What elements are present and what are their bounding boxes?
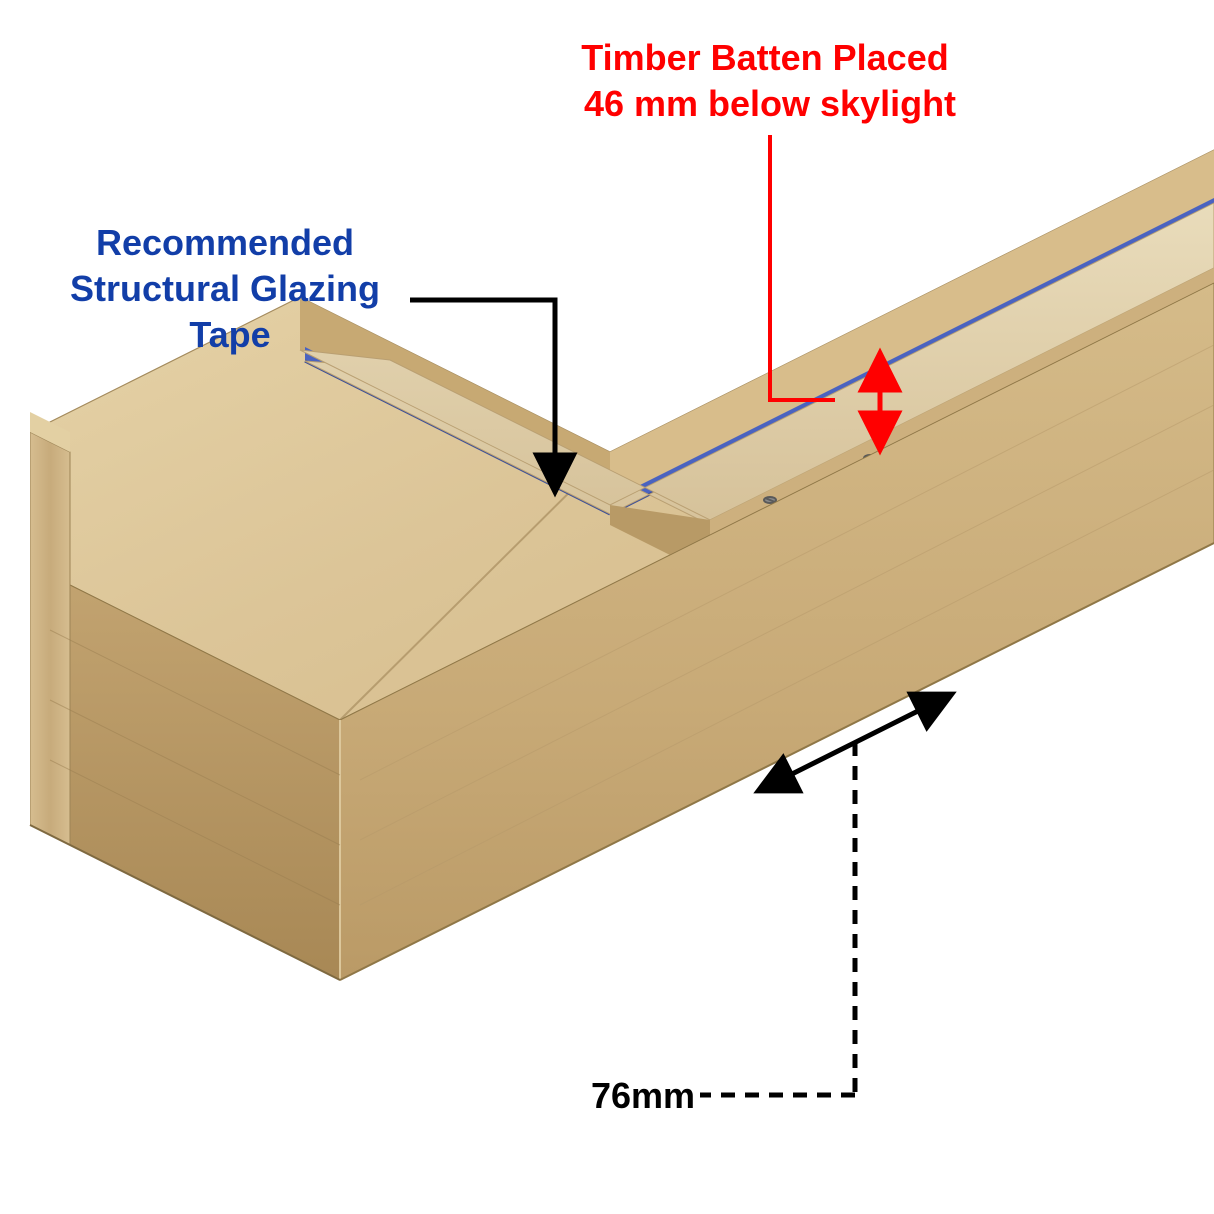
- blue-line3: Tape: [189, 314, 270, 355]
- width-label: 76mm: [591, 1075, 695, 1116]
- blue-line1: Recommended: [96, 222, 354, 263]
- red-line1: Timber Batten Placed: [581, 37, 948, 78]
- frame: [0, 0, 1214, 1214]
- blue-line2: Structural Glazing: [70, 268, 380, 309]
- red-line2: 46 mm below skylight: [584, 83, 956, 124]
